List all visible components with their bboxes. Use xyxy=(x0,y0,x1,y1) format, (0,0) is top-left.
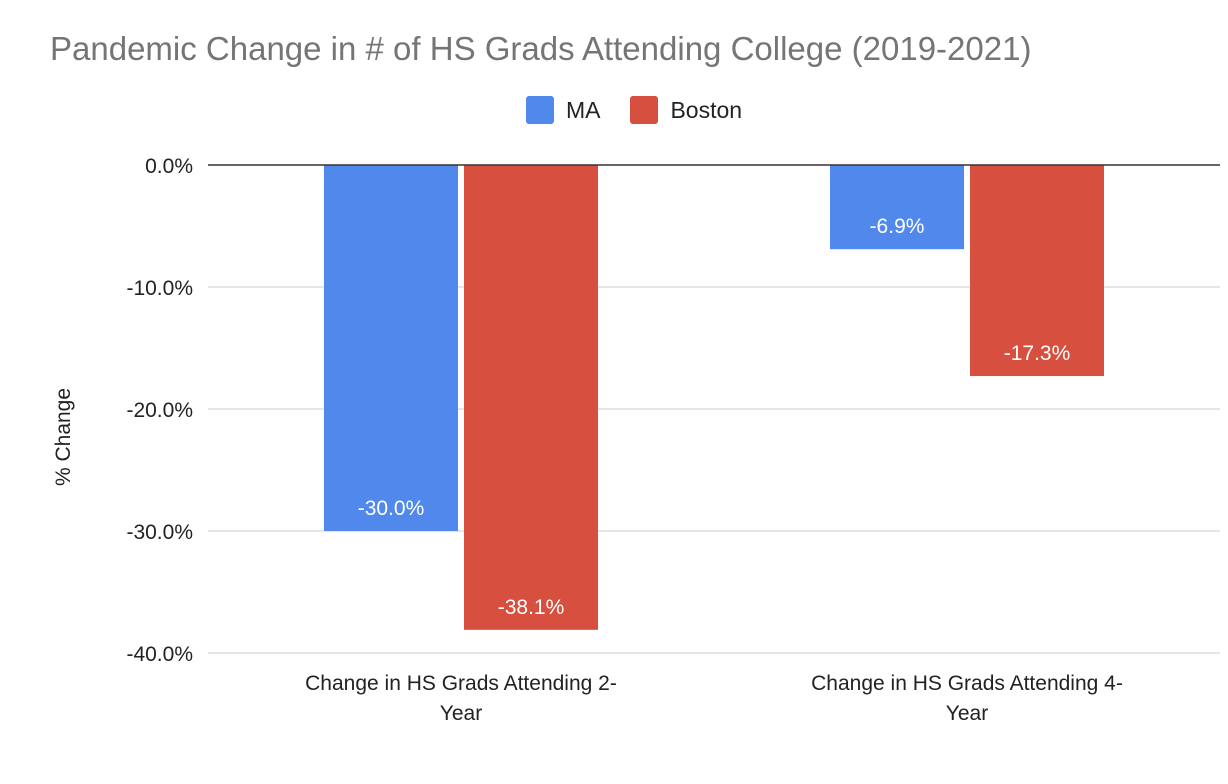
y-axis-label: % Change xyxy=(52,388,75,486)
y-tick-label: -20.0% xyxy=(126,399,193,422)
y-tick-label: 0.0% xyxy=(145,155,193,178)
data-label: -38.1% xyxy=(498,596,565,619)
bar-ma-2 xyxy=(830,165,964,250)
legend-item-ma: MA xyxy=(525,96,601,124)
x-tick-label: Year xyxy=(440,702,482,725)
legend: MA Boston xyxy=(0,96,1228,124)
legend-label-boston: Boston xyxy=(670,96,743,123)
x-tick-label: Change in HS Grads Attending 2- xyxy=(305,672,617,695)
chart-title: Pandemic Change in # of HS Grads Attendi… xyxy=(50,30,1032,67)
legend-swatch-boston xyxy=(630,96,659,124)
x-tick-label: Change in HS Grads Attending 4- xyxy=(811,672,1123,695)
y-tick-label: -40.0% xyxy=(126,643,193,666)
data-labels: -30.0% -38.1% -6.9% -17.3% xyxy=(358,215,1071,619)
legend-swatch-ma xyxy=(525,96,554,124)
bar-boston-1 xyxy=(464,165,598,630)
legend-label-ma: MA xyxy=(565,96,601,123)
y-tick-labels: 0.0% -10.0% -20.0% -30.0% -40.0% xyxy=(126,155,193,666)
x-tick-label: Year xyxy=(946,702,988,725)
data-label: -17.3% xyxy=(1004,342,1071,365)
legend-item-boston: Boston xyxy=(630,96,742,124)
x-tick-labels: Change in HS Grads Attending 2- Year Chang… xyxy=(305,672,1123,725)
data-label: -6.9% xyxy=(870,215,925,238)
bar-boston-2 xyxy=(970,165,1104,377)
bar-ma-1 xyxy=(324,165,458,531)
bars xyxy=(324,165,1104,630)
y-tick-label: -30.0% xyxy=(126,521,193,544)
y-tick-label: -10.0% xyxy=(126,277,193,300)
data-label: -30.0% xyxy=(358,497,425,520)
